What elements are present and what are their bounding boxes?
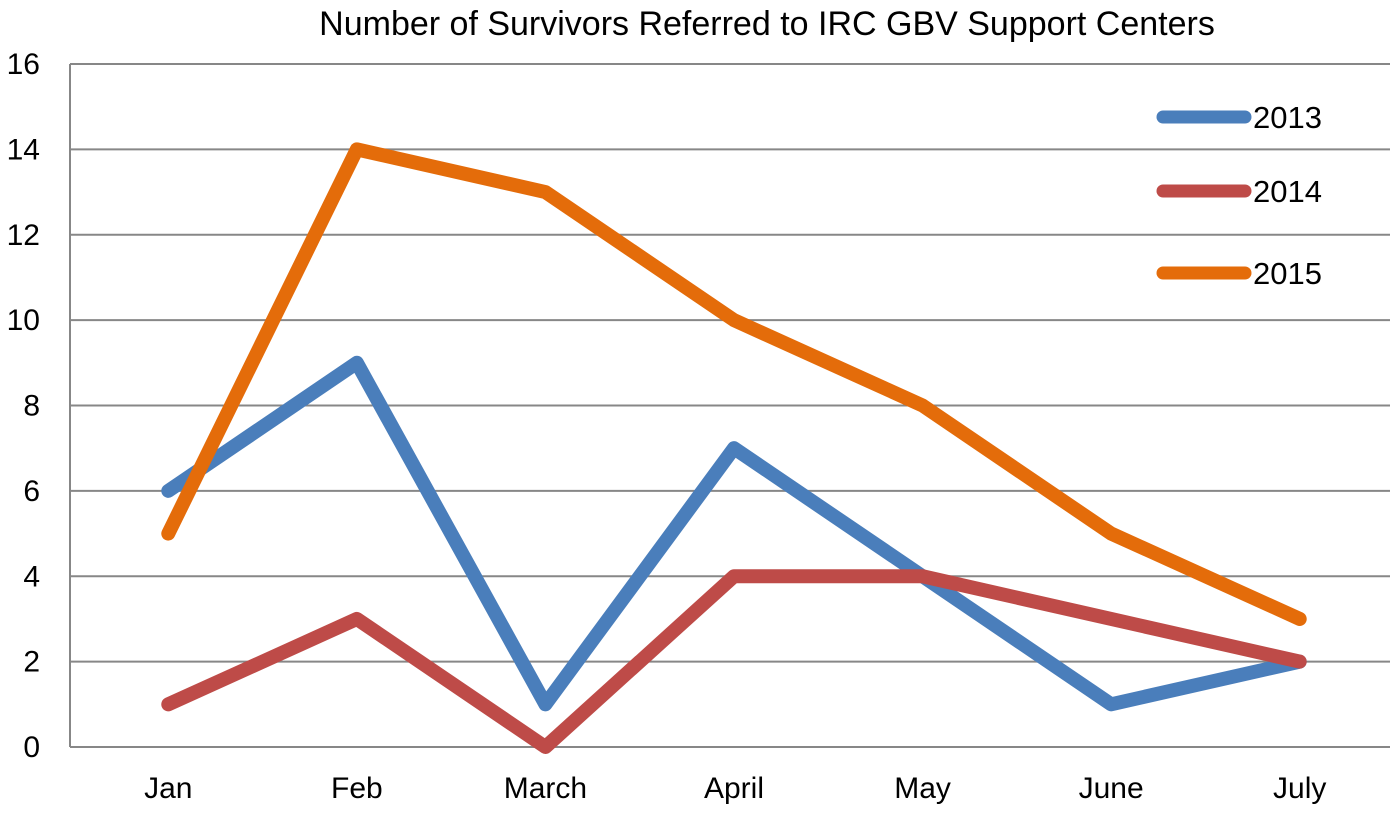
legend-label-2013: 2013 [1253, 100, 1322, 135]
y-tick-label: 6 [23, 475, 40, 508]
x-tick-label: April [704, 772, 764, 805]
x-tick-label: June [1079, 772, 1144, 805]
legend: 2013 2014 2015 [1156, 100, 1322, 291]
series-lines [161, 142, 1307, 754]
x-axis-tick-labels: Jan Feb March April May June July [144, 772, 1326, 805]
y-tick-label: 12 [7, 219, 40, 252]
series-line-2013 [161, 355, 1307, 712]
legend-label-2014: 2014 [1253, 174, 1322, 209]
series-line-2015 [161, 142, 1307, 626]
y-tick-label: 8 [23, 390, 40, 423]
y-tick-label: 10 [7, 304, 40, 337]
y-tick-label: 16 [7, 48, 40, 81]
x-tick-label: March [504, 772, 587, 805]
y-axis-tick-labels: 0 2 4 6 8 10 12 14 16 [7, 48, 40, 764]
gridlines [69, 63, 1390, 748]
x-tick-label: Jan [144, 772, 192, 805]
y-tick-label: 14 [7, 133, 40, 166]
y-tick-label: 0 [23, 731, 40, 764]
y-tick-label: 4 [23, 560, 40, 593]
x-tick-label: Feb [331, 772, 383, 805]
y-tick-label: 2 [23, 646, 40, 679]
chart-title: Number of Survivors Referred to IRC GBV … [319, 5, 1215, 43]
legend-label-2015: 2015 [1253, 256, 1322, 291]
x-tick-label: May [894, 772, 951, 805]
x-tick-label: July [1273, 772, 1326, 805]
series-line-2014 [161, 569, 1307, 754]
